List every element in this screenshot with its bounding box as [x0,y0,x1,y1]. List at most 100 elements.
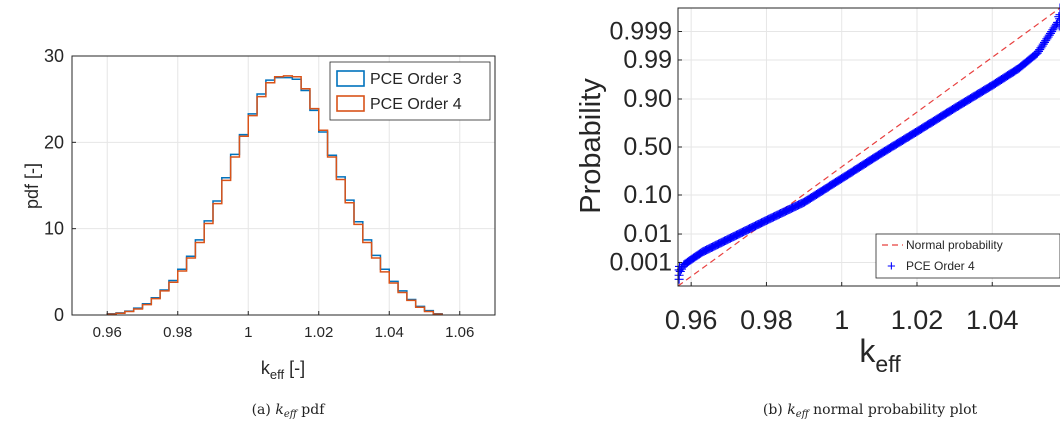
prob-point-252 [975,88,985,98]
prob-point-60 [746,223,756,233]
prob-point-50 [734,229,744,239]
prob-point-13 [690,252,700,262]
prob-point-129 [828,179,838,189]
prob-series-group [674,3,1060,287]
pdf-bar-s1-11 [204,223,213,315]
prob-point-213 [928,116,938,126]
prob-point-24 [703,244,713,254]
prob-point-92 [784,205,794,215]
prob-point-306 [1039,37,1049,47]
prob-point-257 [981,84,991,94]
prob-point-143 [845,168,855,178]
prob-point-120 [817,186,827,196]
prob-point-267 [993,77,1003,87]
prob-caption: (b) keff normal probability plot [763,402,978,420]
prob-point-170 [877,148,887,158]
prob-point-132 [832,177,842,187]
pdf-y-tick-label-2: 20 [44,132,64,152]
pdf-bar-s1-4 [143,305,152,315]
pdf-x-axis-label-sub: eff [270,367,285,382]
prob-point-16 [693,250,703,260]
pdf-legend-swatch-order3 [336,70,365,87]
prob-point-232 [951,102,961,112]
prob-point-254 [977,86,987,96]
prob-point-260 [985,82,995,92]
prob-point-169 [876,149,886,159]
prob-point-217 [933,113,943,123]
prob-point-157 [862,158,872,168]
prob-point-48 [731,230,741,240]
prob-point-272 [999,73,1009,83]
prob-point-203 [917,124,927,134]
prob-point-244 [965,94,975,104]
prob-point-150 [853,163,863,173]
prob-point-236 [956,99,966,109]
prob-point-229 [948,104,958,114]
prob-point-153 [857,161,867,171]
prob-point-57 [742,225,752,235]
prob-tail-point-2 [675,261,685,271]
prob-point-1 [675,266,685,276]
prob-point-194 [906,130,916,140]
prob-point-241 [962,96,972,106]
prob-x-axis-label-sub: eff [875,351,901,377]
prob-point-158 [863,157,873,167]
prob-point-159 [864,156,874,166]
prob-point-190 [901,133,911,143]
prob-point-103 [797,198,807,208]
prob-point-38 [719,236,729,246]
prob-point-68 [755,218,765,228]
pdf-bar-s1-12 [213,204,222,315]
prob-point-145 [847,167,857,177]
prob-point-200 [913,126,923,136]
prob-point-139 [840,171,850,181]
prob-point-78 [767,213,777,223]
pdf-series-group [106,75,443,315]
prob-point-91 [783,205,793,215]
prob-point-187 [897,135,907,145]
prob-point-111 [807,192,817,202]
prob-point-202 [915,124,925,134]
prob-point-197 [909,128,919,138]
prob-point-280 [1008,67,1018,77]
pdf-axes-box [71,55,496,316]
pdf-x-tick-label-4: 1.04 [375,324,404,341]
pdf-bar-s1-36 [425,312,434,315]
prob-point-314 [1049,23,1059,33]
prob-point-110 [805,193,815,203]
prob-point-124 [822,183,832,193]
prob-point-307 [1041,36,1051,46]
prob-x-tick-label-2: 1 [834,305,849,335]
prob-point-234 [954,101,964,111]
prob-point-33 [714,239,724,249]
prob-point-20 [698,247,708,257]
prob-point-233 [952,102,962,112]
pdf-legend-swatch-order4 [336,95,365,112]
prob-point-53 [737,227,747,237]
prob-point-165 [871,152,881,162]
prob-point-125 [823,182,833,192]
prob-point-59 [745,224,755,234]
pdf-y-tick-label-3: 30 [44,46,64,66]
prob-point-26 [705,243,715,253]
prob-point-61 [747,223,757,233]
pdf-bar-s1-3 [134,309,143,315]
prob-point-318 [1054,12,1060,22]
prob-caption-suffix: normal probability plot [809,402,978,418]
prob-point-231 [950,103,960,113]
prob-y-axis-label: Probability [575,78,607,214]
prob-point-90 [782,206,792,216]
pdf-x-tick-label-1: 0.98 [163,324,192,341]
pdf-bar-s1-20 [284,76,293,315]
prob-point-35 [716,238,726,248]
prob-point-172 [879,146,889,156]
prob-point-309 [1043,32,1053,42]
prob-point-276 [1004,70,1014,80]
pdf-bar-s1-17 [257,97,266,315]
prob-point-69 [757,218,767,228]
prob-point-223 [940,109,950,119]
prob-point-126 [825,181,835,191]
prob-point-117 [814,188,824,198]
prob-x-ticks: 0.96 0.98 1 1.02 1.04 [665,282,1019,335]
prob-point-109 [804,194,814,204]
